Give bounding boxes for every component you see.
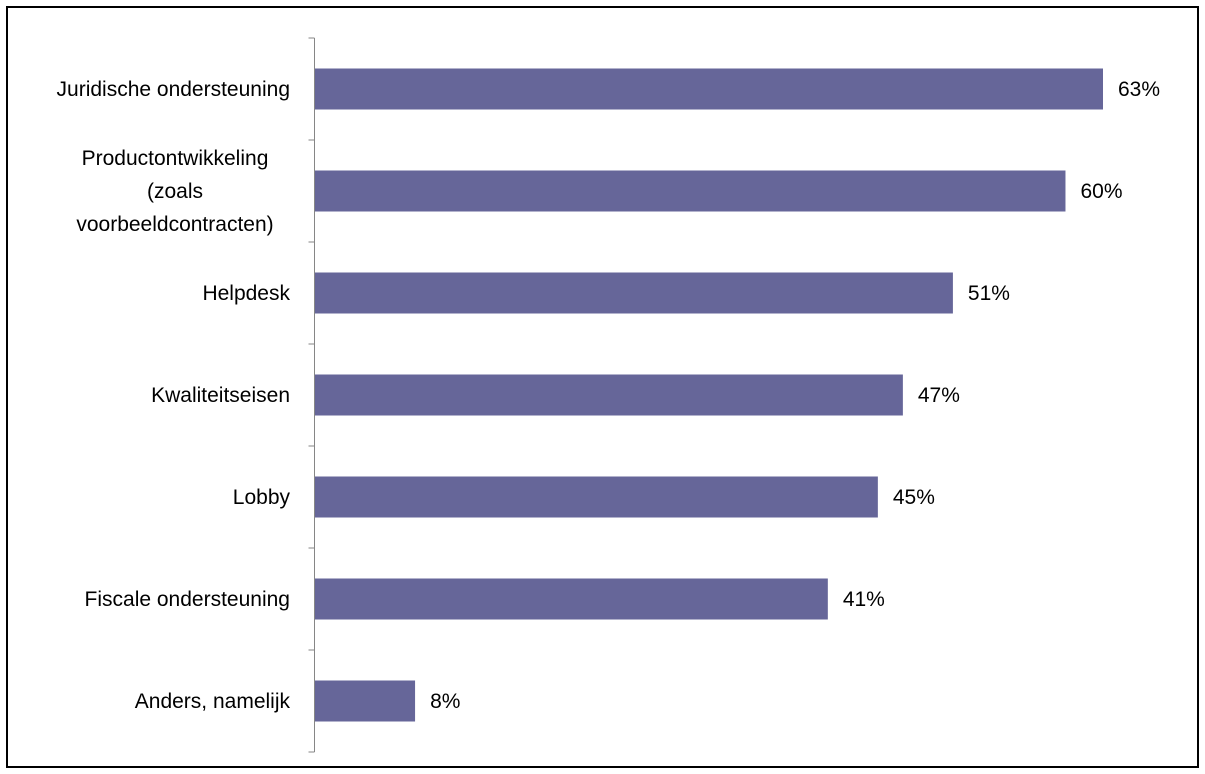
bar [315, 578, 828, 620]
data-label: 8% [430, 690, 460, 713]
bars-group [315, 68, 1103, 722]
category-label: Productontwikkeling (zoals voorbeeldcontra… [76, 147, 273, 236]
category-axis-ticks [308, 37, 315, 753]
category-label-line: Lobby [233, 486, 291, 509]
category-label: Lobby [233, 486, 291, 509]
bar [315, 272, 953, 314]
bar [315, 68, 1103, 110]
data-label: 51% [968, 282, 1010, 305]
value-labels: 63% 60% 51% 47% 45% 41% 8% [430, 78, 1160, 713]
bar [315, 374, 903, 416]
category-label: Juridische ondersteuning [57, 78, 290, 101]
category-label-line: Productontwikkeling [82, 147, 269, 170]
category-label-line: Helpdesk [202, 282, 290, 305]
category-label-line: Anders, namelijk [135, 690, 291, 713]
data-label: 45% [893, 486, 935, 509]
category-label-line: Fiscale ondersteuning [85, 588, 290, 611]
category-label-line: voorbeeldcontracten) [76, 213, 273, 236]
bar [315, 476, 878, 518]
data-label: 60% [1080, 180, 1122, 203]
data-label: 47% [918, 384, 960, 407]
category-label: Kwaliteitseisen [151, 384, 290, 407]
category-label: Helpdesk [202, 282, 290, 305]
category-label: Fiscale ondersteuning [85, 588, 290, 611]
bar [315, 680, 416, 722]
category-label-line: Juridische ondersteuning [57, 78, 290, 101]
data-label: 63% [1118, 78, 1160, 101]
category-label: Anders, namelijk [135, 690, 291, 713]
bar [315, 170, 1066, 212]
category-label-line: (zoals [147, 180, 203, 203]
category-label-line: Kwaliteitseisen [151, 384, 290, 407]
category-labels: Juridische ondersteuning Productontwikkel… [57, 78, 291, 713]
data-label: 41% [843, 588, 885, 611]
